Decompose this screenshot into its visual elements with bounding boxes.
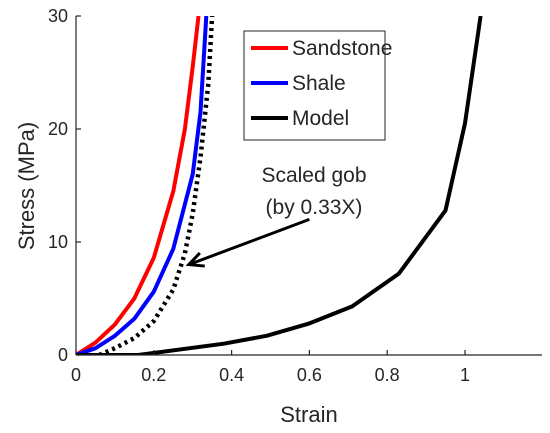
series-layer (76, 16, 483, 355)
annotation-arrow-shaft (188, 217, 310, 267)
y-tick-label: 30 (48, 6, 68, 26)
x-tick-label: 0.4 (219, 365, 244, 385)
series-model-line (76, 16, 483, 355)
y-tick-label: 10 (48, 232, 68, 252)
annotation-arrow-head (185, 251, 205, 268)
annotation-line-1: Scaled gob (261, 164, 366, 187)
legend: Sandstone Shale Model (243, 30, 392, 141)
y-ticks: 0 10 20 30 (48, 6, 81, 365)
y-tick-label: 0 (58, 345, 68, 365)
x-axis-label: Strain (280, 402, 337, 427)
y-axis-label: Stress (MPa) (14, 122, 39, 250)
legend-label-shale: Shale (292, 72, 346, 95)
series-shale-line (76, 16, 209, 355)
x-tick-label: 0 (71, 365, 81, 385)
legend-label-sandstone: Sandstone (292, 37, 392, 60)
series-scaled-gob-line (98, 16, 215, 355)
x-tick-label: 0.8 (375, 365, 400, 385)
series-sandstone-line (76, 16, 201, 355)
y-tick-label: 20 (48, 119, 68, 139)
x-tick-label: 1 (460, 365, 470, 385)
legend-label-model: Model (292, 107, 349, 130)
x-ticks: 0 0.2 0.4 0.6 0.8 1 (71, 350, 470, 385)
annotation: Scaled gob (by 0.33X) (185, 164, 367, 268)
x-tick-label: 0.2 (141, 365, 166, 385)
annotation-line-2: (by 0.33X) (266, 196, 363, 219)
x-tick-label: 0.6 (297, 365, 322, 385)
